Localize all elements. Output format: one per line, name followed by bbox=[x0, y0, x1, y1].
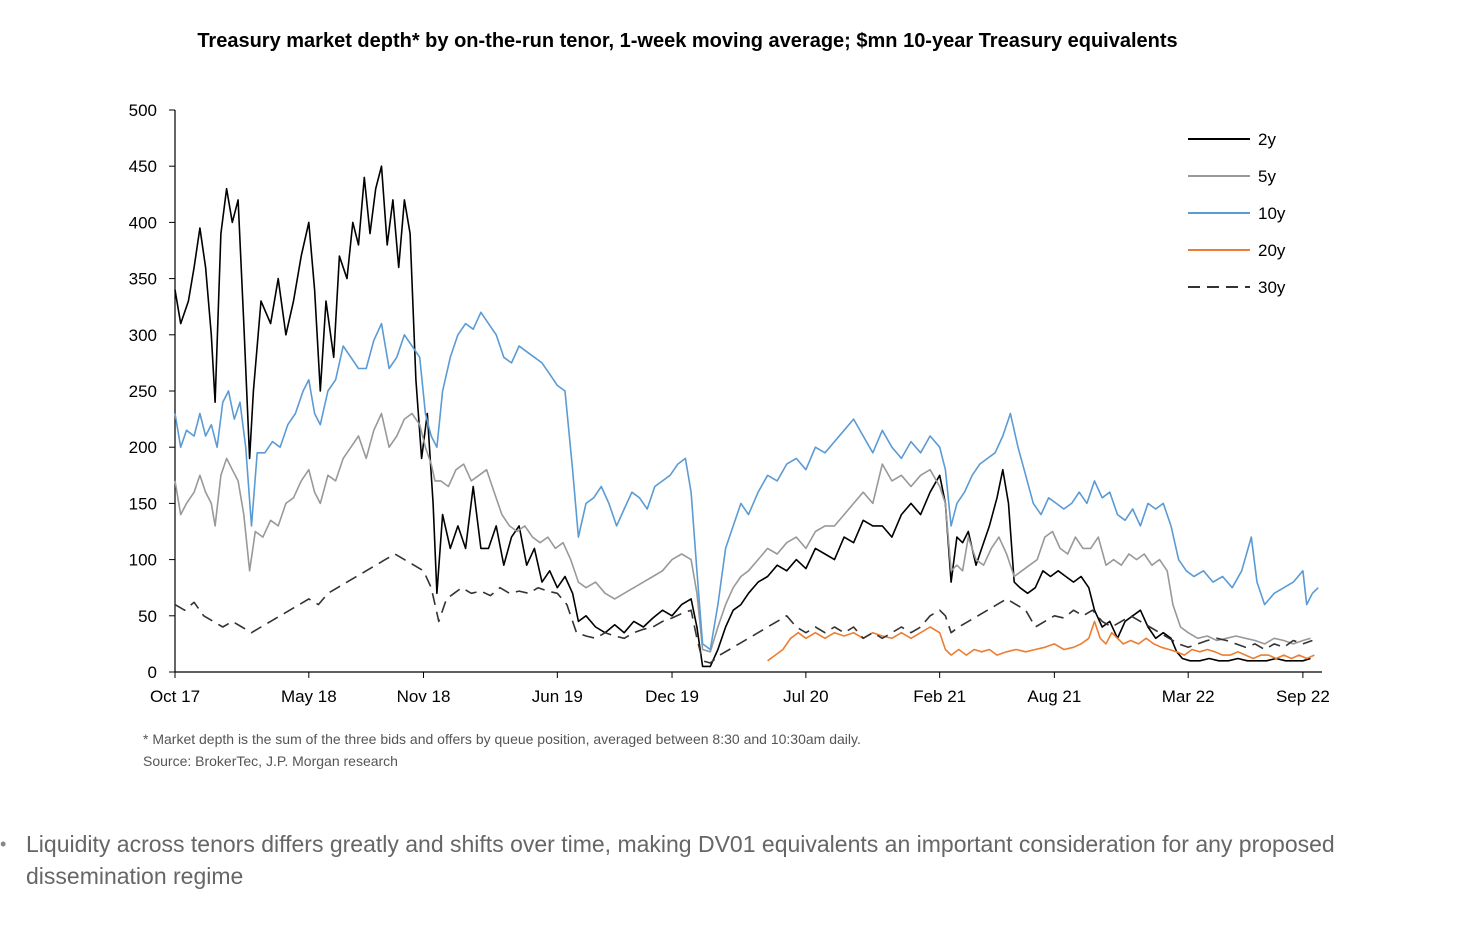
x-tick-label: May 18 bbox=[281, 687, 337, 706]
series-line-2y bbox=[174, 165, 1311, 668]
bullet-text: Liquidity across tenors differs greatly … bbox=[26, 831, 1335, 889]
x-tick-label: Jun 19 bbox=[532, 687, 583, 706]
series-line-30y bbox=[174, 553, 1313, 664]
y-tick-label: 250 bbox=[129, 382, 157, 401]
y-tick-label: 500 bbox=[129, 101, 157, 120]
footnote: * Market depth is the sum of the three b… bbox=[143, 728, 861, 772]
x-tick-label: Nov 18 bbox=[397, 687, 451, 706]
x-tick-label: Sep 22 bbox=[1276, 687, 1330, 706]
y-tick-label: 200 bbox=[129, 438, 157, 457]
legend-label-30y: 30y bbox=[1258, 278, 1286, 297]
legend-label-10y: 10y bbox=[1258, 204, 1286, 223]
y-tick-label: 400 bbox=[129, 213, 157, 232]
footnote-source: Source: BrokerTec, J.P. Morgan research bbox=[143, 753, 398, 769]
y-tick-label: 350 bbox=[129, 270, 157, 289]
legend-label-5y: 5y bbox=[1258, 167, 1276, 186]
series-line-10y bbox=[174, 311, 1319, 651]
series-line-20y bbox=[767, 620, 1315, 662]
y-tick-label: 300 bbox=[129, 326, 157, 345]
x-tick-label: Mar 22 bbox=[1162, 687, 1215, 706]
y-tick-label: 150 bbox=[129, 494, 157, 513]
legend-label-20y: 20y bbox=[1258, 241, 1286, 260]
y-tick-label: 50 bbox=[138, 607, 157, 626]
y-tick-label: 450 bbox=[129, 157, 157, 176]
x-tick-label: Feb 21 bbox=[913, 687, 966, 706]
x-tick-label: Jul 20 bbox=[783, 687, 828, 706]
x-tick-label: Oct 17 bbox=[150, 687, 200, 706]
bullet-symbol: • bbox=[0, 834, 7, 854]
x-tick-label: Aug 21 bbox=[1027, 687, 1081, 706]
x-tick-label: Dec 19 bbox=[645, 687, 699, 706]
series-line-5y bbox=[174, 412, 1311, 653]
footnote-note: * Market depth is the sum of the three b… bbox=[143, 731, 861, 747]
y-tick-label: 0 bbox=[148, 663, 157, 682]
legend-label-2y: 2y bbox=[1258, 130, 1276, 149]
chart-title: Treasury market depth* by on-the-run ten… bbox=[197, 30, 1178, 52]
y-tick-label: 100 bbox=[129, 551, 157, 570]
